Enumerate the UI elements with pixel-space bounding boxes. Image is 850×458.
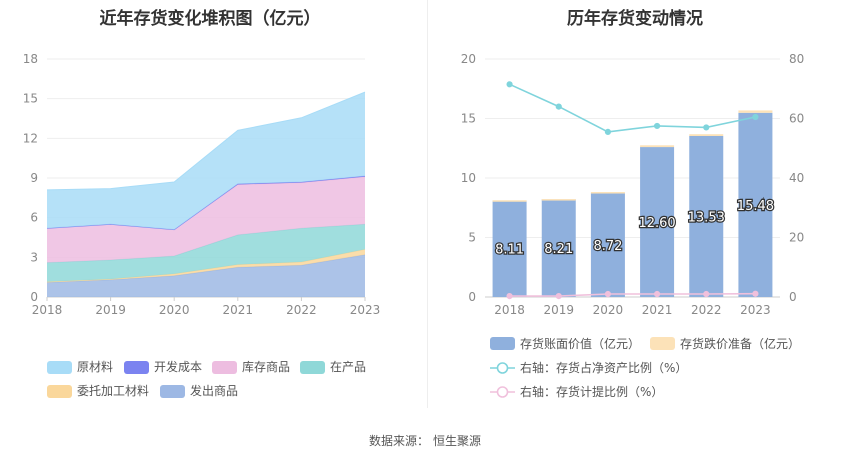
right-y-tick-label: 15 <box>461 112 476 126</box>
right-x-tick-label: 2020 <box>593 303 624 317</box>
bar-data-label: 8.11 <box>495 243 524 258</box>
provision-ratio-point <box>604 290 612 298</box>
bar-data-label: 8.72 <box>593 239 622 254</box>
right-y-tick-label: 10 <box>461 171 476 185</box>
left-legend-swatch-inventory_goods <box>212 361 237 374</box>
ratio-point <box>604 128 612 135</box>
ratio-point <box>555 103 562 110</box>
bar-data-label: 13.53 <box>688 210 725 225</box>
bar-value <box>640 147 675 297</box>
bar-data-label: 12.60 <box>638 216 675 231</box>
left-x-tick-label: 2020 <box>159 303 190 317</box>
right-legend-swatch-value <box>490 337 515 350</box>
bar-data-label: 8.21 <box>544 242 573 257</box>
provision-ratio-point <box>703 290 710 298</box>
left-x-tick-label: 2019 <box>95 303 126 317</box>
right-x-tick-label: 2022 <box>691 303 722 317</box>
right-x-tick-label: 2023 <box>740 303 771 317</box>
right-legend-marker-ratio <box>496 362 509 374</box>
area-edge-raw_material <box>46 91 366 191</box>
left-legend-label-dev_cost: 开发成本 <box>154 359 202 374</box>
bar-data-label: 15.48 <box>737 199 774 214</box>
right-legend-label-provision-ratio: 右轴：存货计提比例（%） <box>520 384 663 399</box>
bar-provision <box>689 134 724 136</box>
right-y-tick-label: 0 <box>468 290 476 304</box>
right-x-tick-label: 2021 <box>642 303 673 317</box>
left-y-tick-label: 9 <box>30 171 38 185</box>
right-y-tick-label: 5 <box>468 231 476 245</box>
left-legend-swatch-consigned <box>47 385 72 398</box>
data-source: 数据来源： 恒生聚源 <box>0 432 850 449</box>
ratio-line <box>509 83 756 133</box>
ratio-point <box>703 124 710 131</box>
left-y-tick-label: 12 <box>23 131 38 145</box>
bar-provision <box>738 110 773 113</box>
left-legend-label-consigned: 委托加工材料 <box>77 384 149 398</box>
left-legend-label-shipped: 发出商品 <box>190 383 238 398</box>
right-x-tick-label: 2018 <box>494 303 525 317</box>
right-legend-label-ratio: 右轴：存货占净资产比例（%） <box>520 360 687 375</box>
left-legend-swatch-shipped <box>160 385 185 398</box>
bar-value <box>492 200 527 297</box>
bar-value <box>541 199 576 297</box>
provision-ratio-point <box>555 293 562 300</box>
right-y2-tick-label: 40 <box>789 171 804 185</box>
provision-ratio-line <box>509 292 756 297</box>
bar-provision <box>640 145 675 148</box>
right-y2-tick-label: 0 <box>789 290 797 304</box>
left-legend-swatch-wip <box>300 361 325 374</box>
ratio-point <box>653 122 661 130</box>
data-source-label: 数据来源： <box>368 434 429 448</box>
left-chart-title: 近年存货变化堆积图（亿元） <box>99 9 321 29</box>
bar-value <box>738 112 773 298</box>
right-y-tick-label: 20 <box>461 52 476 66</box>
left-x-tick-label: 2022 <box>286 303 317 317</box>
ratio-point <box>506 81 513 88</box>
left-y-tick-label: 3 <box>30 250 38 264</box>
right-chart-title: 历年存货变动情况 <box>567 9 703 29</box>
bar-provision <box>590 192 625 194</box>
left-legend-label-inventory_goods: 库存商品 <box>242 359 290 374</box>
right-legend-swatch-provision <box>650 337 675 350</box>
right-legend-label-value: 存货账面价值（亿元） <box>520 336 640 351</box>
ratio-point <box>752 113 759 121</box>
area-inventory_goods <box>47 176 365 263</box>
bar-value <box>590 193 625 297</box>
left-legend-swatch-raw_material <box>47 361 72 374</box>
bar-value <box>689 135 724 297</box>
right-legend-label-provision: 存货跌价准备（亿元） <box>680 336 800 351</box>
provision-ratio-point <box>752 290 759 297</box>
area-wip <box>47 224 365 282</box>
bar-provision <box>541 199 576 201</box>
left-y-tick-label: 18 <box>23 52 38 66</box>
right-y2-tick-label: 80 <box>789 52 804 66</box>
left-x-tick-label: 2018 <box>32 303 63 317</box>
area-shipped <box>47 254 365 297</box>
left-y-tick-label: 6 <box>30 211 38 225</box>
left-legend-label-raw_material: 原材料 <box>77 360 113 374</box>
left-x-tick-label: 2021 <box>223 303 254 317</box>
right-y2-tick-label: 20 <box>789 231 804 245</box>
right-y2-tick-label: 60 <box>789 112 804 126</box>
right-x-tick-label: 2019 <box>543 303 574 317</box>
left-legend-label-wip: 在产品 <box>330 360 366 374</box>
left-x-tick-label: 2023 <box>350 303 381 317</box>
left-y-tick-label: 15 <box>23 92 38 106</box>
left-legend-swatch-dev_cost <box>124 361 149 374</box>
provision-ratio-point <box>506 293 513 300</box>
right-legend-marker-provision-ratio <box>496 386 509 398</box>
area-raw_material <box>47 92 365 230</box>
chart-divider <box>427 0 428 408</box>
left-y-tick-label: 0 <box>30 290 38 304</box>
data-source-value: 恒生聚源 <box>433 434 482 448</box>
provision-ratio-point <box>653 290 661 298</box>
bar-provision <box>492 200 527 202</box>
